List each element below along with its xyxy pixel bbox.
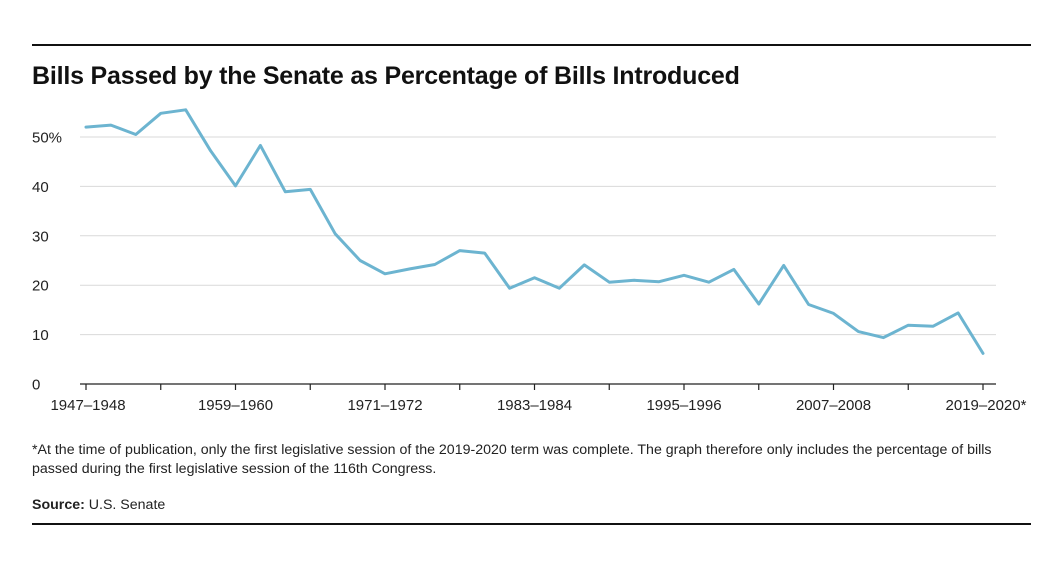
x-tick-label: 1971–1972 <box>347 397 422 414</box>
footnote: *At the time of publication, only the fi… <box>32 442 992 477</box>
line-chart: 0 10 20 30 40 50% 1947–1948 1959–1960 1971–1972… <box>32 108 1027 414</box>
chart-title: Bills Passed by the Senate as Percentage… <box>32 62 740 90</box>
gridlines <box>80 136 996 336</box>
bottom-rule <box>32 523 1031 525</box>
x-tick-label: 2019–2020* <box>946 397 1027 414</box>
x-tick-label: 1947–1948 <box>50 397 125 414</box>
source-label: Source: <box>32 497 85 513</box>
x-tick-label: 2007–2008 <box>796 397 871 414</box>
y-tick-label: 50% <box>32 130 62 147</box>
series-line-group <box>84 108 985 355</box>
y-tick-label: 40 <box>32 179 49 196</box>
series-line <box>84 108 985 355</box>
y-tick-label: 0 <box>32 377 40 394</box>
y-axis-tick-labels: 0 10 20 30 40 50% <box>32 130 62 394</box>
source-text: U.S. Senate <box>84 497 166 513</box>
source-note: Source: U.S. Senate <box>32 497 165 513</box>
x-tick-label: 1995–1996 <box>646 397 721 414</box>
top-rule <box>32 44 1031 46</box>
x-axis: 1947–1948 1959–1960 1971–1972 1983–1984 1995… <box>50 383 1027 414</box>
y-tick-label: 10 <box>32 327 49 344</box>
y-tick-label: 30 <box>32 228 49 245</box>
x-tick-label: 1983–1984 <box>497 397 572 414</box>
y-tick-label: 20 <box>32 278 49 295</box>
x-tick-label: 1959–1960 <box>198 397 273 414</box>
